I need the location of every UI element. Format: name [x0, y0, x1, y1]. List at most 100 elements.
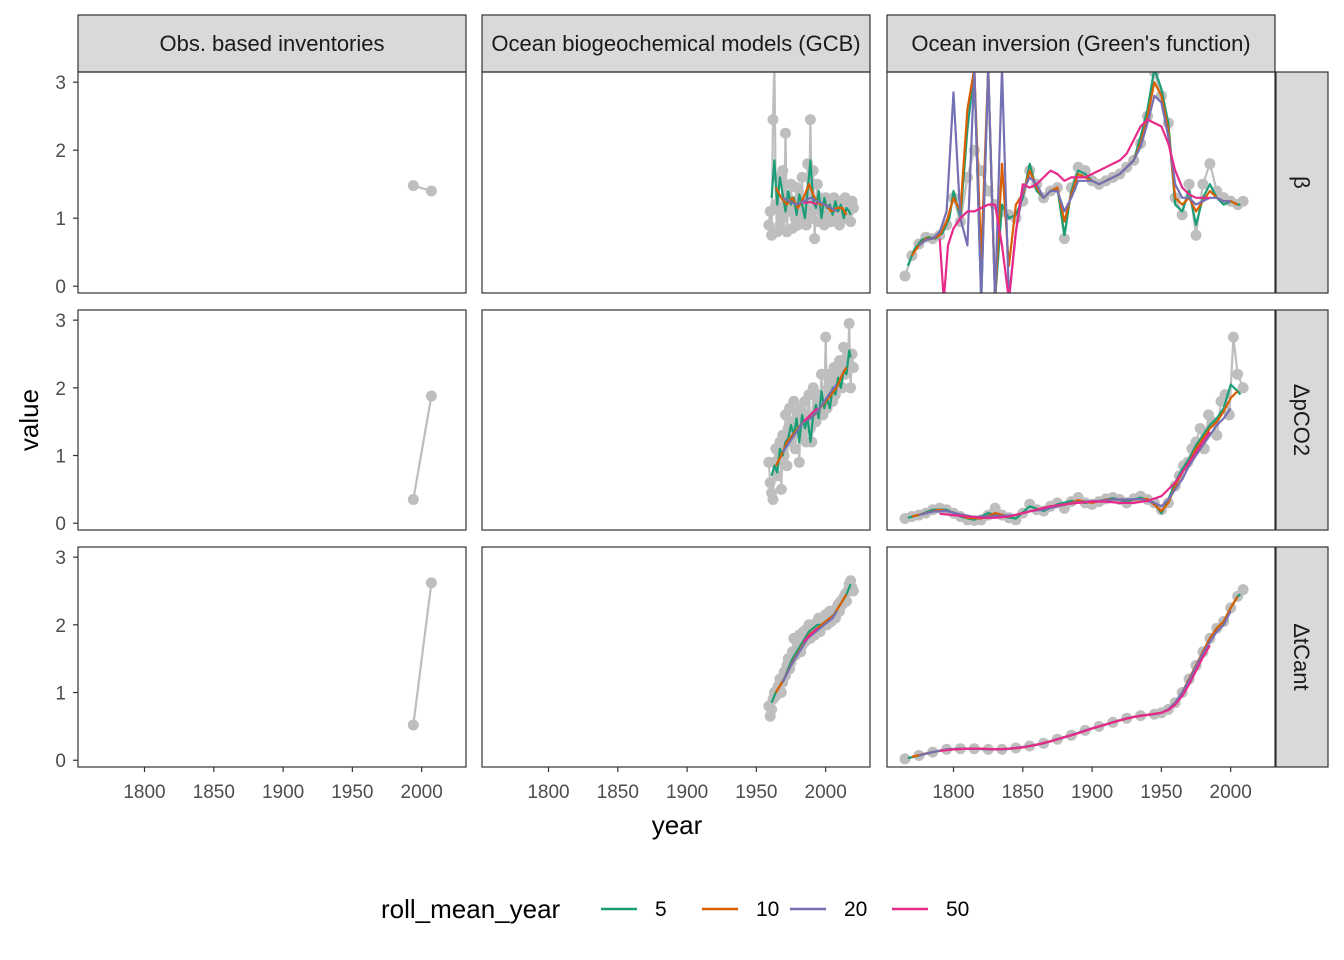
series-line-5: [770, 159, 852, 220]
column-strip-label: Ocean biogeochemical models (GCB): [491, 31, 860, 56]
raw-data-point: [1176, 209, 1188, 221]
raw-data-point: [425, 390, 437, 402]
x-tick-label: 2000: [1210, 782, 1252, 803]
legend-label: 20: [844, 898, 867, 921]
raw-data-point: [793, 456, 805, 468]
y-tick-label: 0: [55, 277, 66, 298]
raw-data-point: [899, 753, 911, 765]
raw-data-point: [804, 114, 816, 126]
panel-plot-area: [899, 584, 1249, 765]
series-line-20: [918, 72, 1231, 293]
series-line-50: [802, 627, 819, 643]
raw-data-point: [1183, 178, 1195, 190]
panel-border: [481, 71, 871, 294]
y-tick-label: 1: [55, 684, 66, 705]
y-tick-label: 2: [55, 379, 66, 400]
raw-data-line: [903, 72, 1244, 277]
row-strip-label: β: [1289, 176, 1314, 189]
legend-label: 50: [946, 898, 969, 921]
raw-data-point: [781, 460, 793, 472]
panel-border: [886, 71, 1276, 294]
raw-data-point: [1223, 409, 1235, 421]
x-tick-label: 1800: [527, 782, 569, 803]
panel-border: [886, 546, 1276, 768]
chart-axes: 0 1 2 3 0 1 2 3 0 1 2 3 1800 1850 1900 1950 2000 1800 1850…: [55, 73, 1251, 803]
panel-plot-area: [763, 575, 859, 722]
raw-data-point: [777, 165, 789, 177]
raw-data-point: [1190, 229, 1202, 241]
raw-data-point: [1232, 368, 1244, 380]
y-tick-label: 3: [55, 73, 66, 94]
x-tick-label: 1950: [331, 782, 373, 803]
y-tick-label: 1: [55, 447, 66, 468]
column-strip-label: Obs. based inventories: [159, 31, 384, 56]
column-strips: Obs. based inventories Ocean biogeochemic…: [77, 14, 1276, 73]
row-strip-label: ΔpCO2: [1289, 384, 1314, 456]
y-tick-label: 3: [55, 548, 66, 569]
panel-border: [886, 309, 1276, 531]
x-tick-label: 1850: [597, 782, 639, 803]
raw-data-point: [1194, 423, 1206, 434]
raw-data-point: [1204, 158, 1216, 170]
series-line-50: [802, 407, 819, 423]
column-strip: [886, 14, 1276, 73]
x-tick-label: 1800: [123, 782, 165, 803]
raw-data-point: [845, 382, 857, 394]
series-line-50: [938, 118, 1210, 293]
series-line-50: [939, 644, 1211, 752]
y-tick-label: 0: [55, 514, 66, 535]
legend-title: roll_mean_year: [381, 894, 561, 924]
raw-data-line: [412, 582, 433, 726]
legend: roll_mean_year 5 10 20 50: [381, 894, 969, 924]
raw-data-point: [771, 470, 783, 482]
raw-data-point: [407, 719, 419, 731]
raw-data-point: [789, 443, 801, 455]
y-tick-label: 2: [55, 616, 66, 637]
panel-plot-area: [407, 180, 437, 197]
column-strip-label: Ocean inversion (Green's function): [911, 31, 1250, 56]
raw-data-point: [775, 483, 787, 495]
panel-plot-area: [763, 318, 859, 505]
series-line-10: [774, 183, 848, 216]
raw-data-point: [820, 331, 832, 343]
row-strips: β ΔpCO2 ΔtCant: [1275, 71, 1329, 768]
raw-data-point: [766, 704, 778, 715]
raw-data-line: [904, 336, 1245, 522]
x-tick-label: 2000: [401, 782, 443, 803]
row-strip-label: ΔtCant: [1289, 623, 1314, 690]
raw-data-point: [767, 494, 779, 505]
series-line-50: [803, 200, 818, 206]
row-strip: [1275, 546, 1329, 768]
x-tick-label: 1950: [1140, 782, 1182, 803]
x-tick-label: 1950: [735, 782, 777, 803]
raw-data-point: [1197, 178, 1209, 190]
panel-plot-area: [899, 331, 1249, 526]
raw-data-point: [989, 502, 1001, 514]
raw-data-line: [412, 395, 433, 500]
y-axis-title: value: [14, 389, 44, 451]
raw-data-point: [1227, 331, 1239, 343]
x-tick-label: 1900: [1071, 782, 1113, 803]
raw-data-point: [767, 114, 779, 126]
panel-border: [481, 546, 871, 768]
raw-data-point: [780, 127, 791, 139]
row-strip: [1275, 309, 1329, 531]
y-tick-label: 1: [55, 209, 66, 230]
raw-data-point: [796, 171, 808, 183]
raw-data-point: [1058, 233, 1070, 245]
raw-data-point: [847, 202, 859, 214]
x-tick-label: 1900: [666, 782, 708, 803]
x-tick-label: 1800: [932, 782, 974, 803]
raw-data-point: [788, 395, 800, 407]
x-tick-label: 1850: [193, 782, 235, 803]
panel-plot-area: [899, 72, 1249, 293]
y-tick-label: 0: [55, 751, 66, 772]
panel-border: [77, 309, 467, 531]
panel-plot-area: [407, 390, 437, 505]
raw-data-point: [1211, 429, 1223, 441]
row-strip: [1275, 71, 1329, 294]
raw-data-point: [847, 585, 859, 597]
x-tick-label: 1900: [262, 782, 304, 803]
raw-data-point: [809, 233, 821, 245]
